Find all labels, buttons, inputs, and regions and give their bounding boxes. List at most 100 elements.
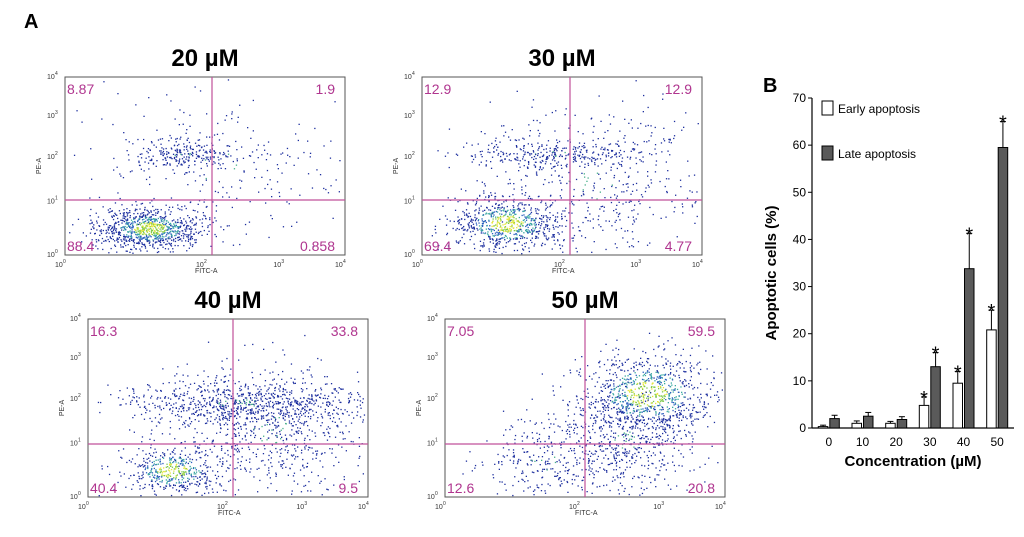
event-dot xyxy=(203,370,205,372)
event-dot xyxy=(246,416,248,419)
event-dot xyxy=(341,388,343,390)
event-dot xyxy=(208,412,210,414)
event-dot xyxy=(279,390,281,392)
event-dot xyxy=(535,173,538,175)
event-dot xyxy=(152,228,154,230)
event-dot xyxy=(517,419,519,421)
event-dot xyxy=(533,494,535,496)
event-dot xyxy=(556,461,558,463)
event-dot xyxy=(223,405,225,407)
event-dot xyxy=(174,478,177,480)
event-dot xyxy=(181,404,183,406)
x-axis-label: FITC-A xyxy=(218,510,241,517)
event-dot xyxy=(314,394,317,396)
event-dot xyxy=(200,391,202,393)
event-dot xyxy=(136,401,138,403)
event-dot xyxy=(97,248,99,250)
event-dot xyxy=(222,154,224,156)
event-dot xyxy=(290,392,293,394)
event-dot xyxy=(546,238,548,241)
event-dot xyxy=(548,230,550,232)
event-dot xyxy=(359,455,361,458)
event-dot xyxy=(301,422,303,425)
event-dot xyxy=(150,219,152,221)
event-dot xyxy=(130,232,133,234)
event-dot xyxy=(169,213,171,215)
event-dot xyxy=(598,224,600,226)
event-dot xyxy=(555,155,557,157)
event-dot xyxy=(89,215,91,217)
event-dot xyxy=(490,167,493,169)
event-dot xyxy=(219,406,222,408)
event-dot xyxy=(494,140,497,142)
event-dot xyxy=(117,231,120,233)
event-dot xyxy=(207,226,209,229)
event-dot xyxy=(146,237,148,239)
event-dot xyxy=(292,405,294,407)
event-dot xyxy=(289,391,291,393)
event-dot xyxy=(265,405,268,407)
event-dot xyxy=(171,220,173,222)
event-dot xyxy=(180,393,182,395)
event-dot xyxy=(199,476,201,478)
event-dot xyxy=(149,183,151,186)
event-dot xyxy=(117,241,119,243)
event-dot xyxy=(277,403,279,405)
y-tick-exponent: 0 xyxy=(55,249,58,255)
event-dot xyxy=(559,477,561,479)
event-dot xyxy=(168,467,170,469)
event-dot xyxy=(528,250,530,253)
event-dot xyxy=(507,209,509,211)
x-tick-label: 10 xyxy=(196,262,204,269)
event-dot xyxy=(551,204,553,206)
event-dot xyxy=(513,454,515,456)
event-dot xyxy=(143,228,145,230)
event-dot xyxy=(640,160,642,162)
event-dot xyxy=(691,204,693,206)
event-dot xyxy=(162,470,164,473)
panel-b-label: B xyxy=(763,75,777,97)
event-dot xyxy=(329,157,332,159)
y-axis-label: PE-A xyxy=(36,158,43,175)
event-dot xyxy=(234,399,236,401)
event-dot xyxy=(290,188,292,190)
event-dot xyxy=(264,149,266,151)
event-dot xyxy=(525,475,527,477)
event-dot xyxy=(161,233,163,235)
event-dot xyxy=(154,417,157,419)
event-dot xyxy=(620,164,622,166)
event-dot xyxy=(326,404,328,406)
event-dot xyxy=(162,238,164,240)
event-dot xyxy=(326,383,328,385)
event-dot xyxy=(494,198,496,200)
event-dot xyxy=(549,195,552,197)
event-dot xyxy=(505,429,507,431)
event-dot xyxy=(522,236,524,238)
event-dot xyxy=(154,477,156,479)
event-dot xyxy=(663,417,665,420)
event-dot xyxy=(179,149,181,151)
event-dot xyxy=(127,154,130,156)
event-dot xyxy=(535,210,537,212)
event-dot xyxy=(554,154,556,156)
event-dot xyxy=(164,215,167,218)
event-dot xyxy=(467,215,470,218)
event-dot xyxy=(448,128,451,130)
event-dot xyxy=(168,140,170,142)
event-dot xyxy=(582,190,584,193)
event-dot xyxy=(299,403,302,405)
event-dot xyxy=(292,381,294,383)
event-dot xyxy=(130,401,132,403)
event-dot xyxy=(448,166,450,169)
event-dot xyxy=(654,144,657,146)
event-dot xyxy=(287,398,289,400)
event-dot xyxy=(594,422,597,424)
event-dot xyxy=(174,484,176,487)
event-dot xyxy=(519,166,521,168)
event-dot xyxy=(165,470,167,472)
event-dot xyxy=(636,369,639,371)
event-dot xyxy=(249,404,251,406)
event-dot xyxy=(482,210,484,212)
event-dot xyxy=(327,395,330,397)
event-dot xyxy=(353,417,355,419)
